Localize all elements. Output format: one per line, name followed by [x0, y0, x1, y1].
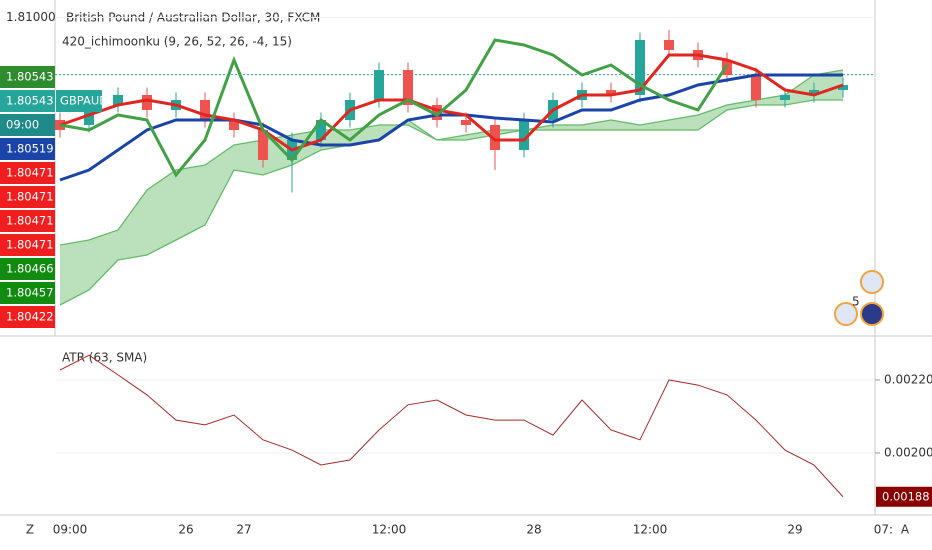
candle-body: [142, 95, 152, 110]
candle-body: [461, 120, 471, 125]
candle-body: [316, 120, 326, 140]
price-label: 1.80471: [6, 190, 54, 204]
price-label: 1.80543: [6, 94, 54, 108]
price-label: 1.80471: [6, 238, 54, 252]
last-value-label: 0.00188: [882, 489, 930, 503]
candle-body: [519, 120, 529, 150]
price-label: 1.80457: [6, 286, 54, 300]
price-label-box: [0, 90, 55, 112]
candle-body: [635, 40, 645, 95]
series-line: [59, 69, 844, 246]
price-label: 1.80422: [6, 310, 54, 324]
candle-body: [374, 70, 384, 100]
candle-body: [606, 90, 616, 95]
candle-body: [258, 130, 268, 160]
y-tick-label: 0.00200: [884, 445, 932, 459]
series-line: [59, 354, 844, 498]
series-line: [59, 53, 844, 152]
candle-body: [780, 95, 790, 100]
x-tick-label: 09:00: [53, 523, 88, 537]
event-icon[interactable]: [860, 302, 884, 326]
price-label-box: [0, 282, 55, 304]
candle-body: [200, 100, 210, 120]
price-label: 1.80471: [6, 166, 54, 180]
candle-body: [490, 125, 500, 150]
toolbar-button[interactable]: A: [901, 523, 910, 537]
price-label-box: [0, 234, 55, 256]
x-tick-label: 12:00: [372, 523, 407, 537]
price-label-box: [0, 66, 55, 88]
x-tick-label: 26: [178, 523, 193, 537]
series-line: [59, 99, 843, 306]
y-tick-label: 1.81000: [6, 10, 56, 24]
x-tick-label: 27: [236, 523, 251, 537]
price-label: 1.80466: [6, 262, 54, 276]
price-label-box: [0, 114, 55, 136]
symbol-tag-box: [56, 90, 102, 112]
candle-body: [403, 70, 413, 105]
candle-body: [432, 105, 442, 120]
x-tick-label: 12:00: [633, 523, 668, 537]
price-label-box: [0, 162, 55, 184]
price-label: 09:00: [6, 118, 39, 132]
indicator-title: 420_ichimoonku (9, 26, 52, 26, -4, 15): [62, 35, 292, 49]
price-label-box: [0, 186, 55, 208]
event-icon[interactable]: [860, 270, 884, 294]
x-axis-cut-label: 07:: [874, 523, 893, 537]
candle-body: [229, 120, 239, 130]
price-label-box: [0, 210, 55, 232]
price-label: 1.80543: [6, 70, 54, 84]
series-line: [59, 73, 843, 182]
toolbar-button[interactable]: Z: [26, 523, 34, 537]
event-icon[interactable]: [834, 302, 858, 326]
cloud: [60, 70, 843, 305]
atr-title: ATR (63, SMA): [62, 351, 147, 365]
symbol-tag: GBPAUD: [60, 94, 108, 108]
price-label-box: [0, 138, 55, 160]
series-line: [59, 38, 729, 178]
price-label-box: [0, 306, 55, 328]
x-tick-label: 29: [787, 523, 802, 537]
candle-body: [664, 40, 674, 50]
candle-body: [838, 85, 848, 90]
price-label: 1.80519: [6, 142, 54, 156]
price-label: 1.80471: [6, 214, 54, 228]
event-count: 5: [852, 295, 860, 309]
price-label-box: [0, 258, 55, 280]
y-tick-label: 0.00220: [884, 372, 932, 386]
candle-body: [113, 95, 123, 105]
candle-body: [751, 75, 761, 100]
x-tick-label: 28: [526, 523, 541, 537]
candle-body: [809, 90, 819, 95]
last-value-box: [876, 486, 932, 507]
